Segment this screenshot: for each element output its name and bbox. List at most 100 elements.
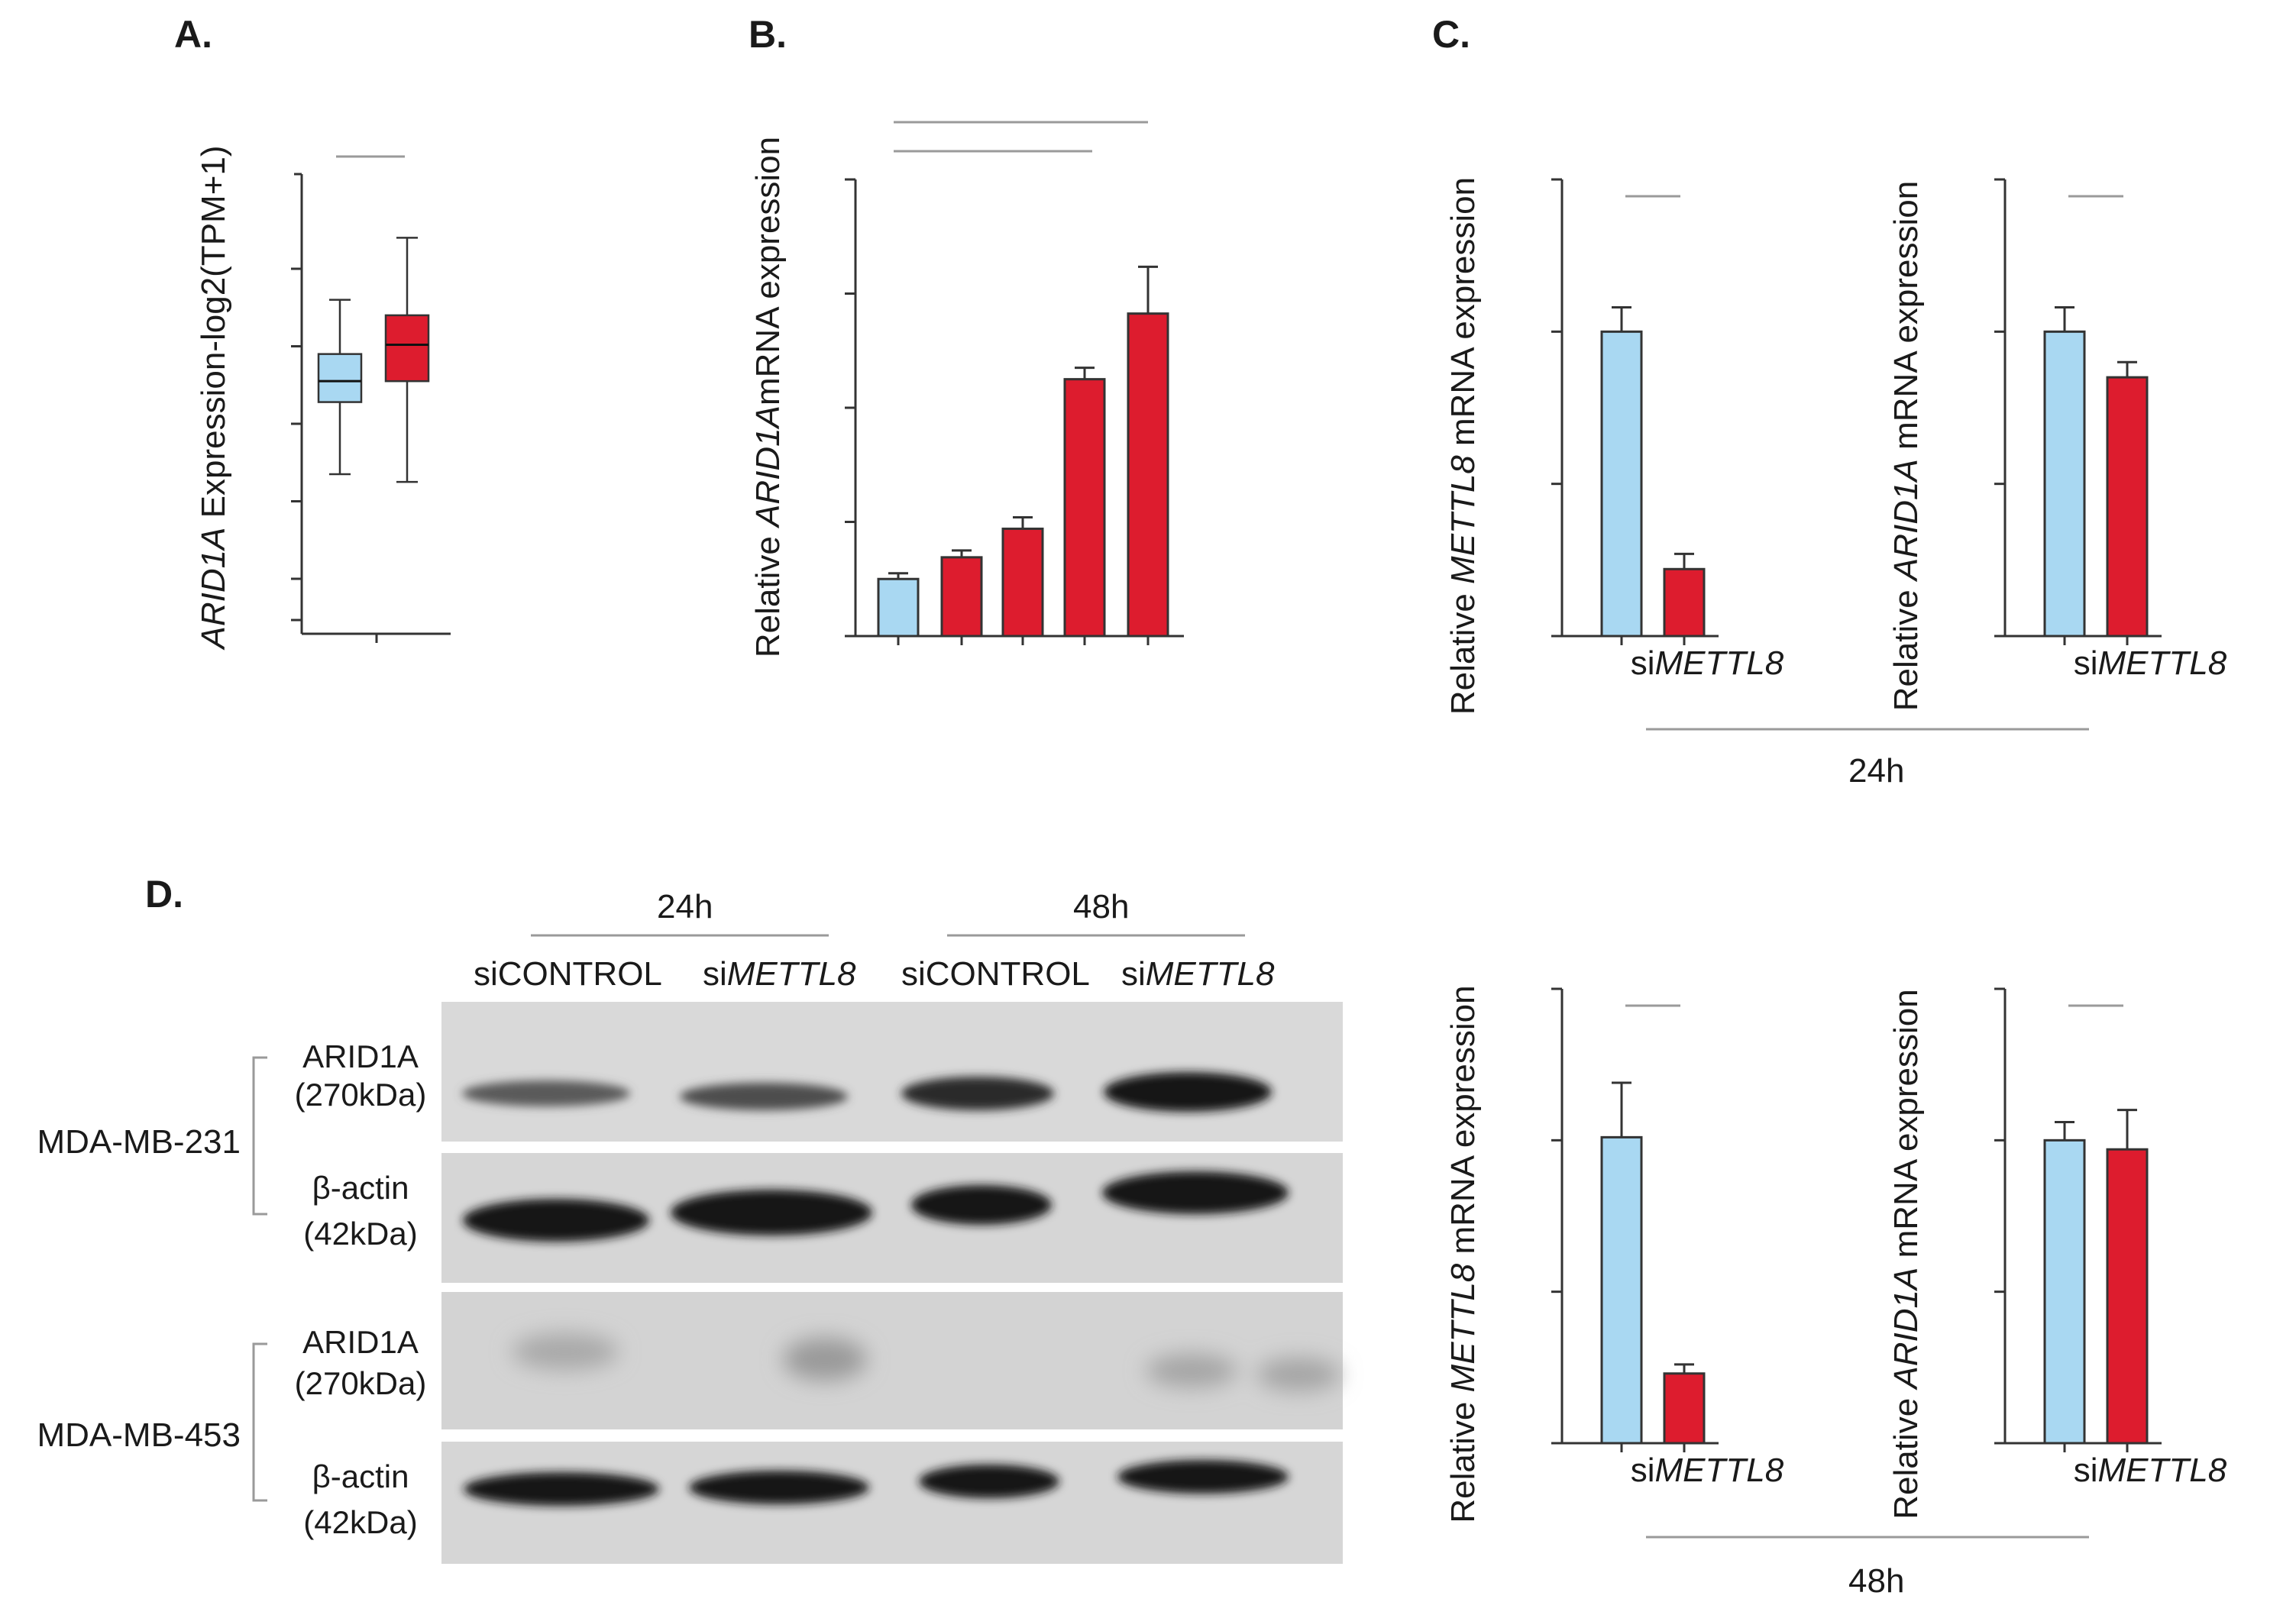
bar (1063, 378, 1106, 638)
bar (940, 556, 983, 638)
y-axis-title-italic: ARID1A (749, 405, 787, 529)
band-231-actin-lane3 (911, 1185, 1052, 1225)
y-axis-title-italic: ARID1A (1887, 459, 1925, 583)
y-axis-title-post: mRNA expression (1444, 985, 1482, 1263)
y-axis-title-rest: Expression-log2(TPM+1) (195, 145, 232, 527)
bar (1600, 330, 1643, 638)
y-axis-title: ARID1A Expression-log2(TPM+1) (195, 145, 232, 651)
cellline-bracket-231 (252, 1056, 267, 1216)
header-48h: 48h (1073, 888, 1129, 925)
band-231-actin-lane2 (671, 1190, 872, 1235)
bar (2106, 376, 2149, 638)
x-category-italic: METTL8 (2098, 1452, 2227, 1489)
cellline-bracket-453 (252, 1342, 267, 1502)
band-453-arid1a-lane1 (512, 1333, 619, 1370)
bar (2043, 1139, 2086, 1445)
x-category-prefix: si (2074, 644, 2098, 682)
panel-letter-d: D. (145, 873, 183, 916)
blot-strip-231-arid1a (441, 1002, 1343, 1142)
band-453-actin-lane3 (919, 1465, 1059, 1498)
y-axis-title-pre: Relative (749, 527, 787, 657)
band-231-arid1a-lane2 (680, 1083, 848, 1110)
panel-letter-c: C. (1432, 13, 1470, 56)
cellline-label-453: MDA-MB-453 (37, 1416, 241, 1454)
y-axis-title-italic: METTL8 (1444, 455, 1482, 584)
band-231-arid1a-lane1 (462, 1080, 630, 1106)
time-bracket-48h: 48h (1646, 1536, 2089, 1600)
band-231-arid1a-lane3 (901, 1077, 1054, 1110)
bar (1127, 312, 1169, 638)
y-axis-title: Relative ARID1AmRNA expression (749, 137, 787, 657)
label-231-actin-size: (42kDa) (303, 1216, 417, 1252)
time-label-48h: 48h (1848, 1562, 1904, 1600)
label-453-arid1a-name: ARID1A (302, 1324, 419, 1360)
panel-letter-b: B. (749, 13, 787, 56)
panel-c-48h-arid1a-chart: Relative ARID1A mRNA expression siMETTL8 (1887, 987, 2227, 1520)
band-231-arid1a-lane4 (1104, 1072, 1272, 1112)
lane-label-1: siCONTROL (474, 955, 662, 993)
bar (2106, 1148, 2149, 1445)
panel-d-western-blot: 24h 48h siCONTROL siMETTL8 siCONTROL siM… (37, 888, 1343, 1564)
bar (1663, 1372, 1706, 1445)
x-category-label: siMETTL8 (2074, 644, 2227, 682)
box-hbc (384, 314, 430, 383)
x-category-italic: METTL8 (2098, 644, 2227, 682)
panel-b-barchart: Relative ARID1AmRNA expression (749, 121, 1184, 657)
y-axis-title: Relative ARID1A mRNA expression (1887, 181, 1925, 712)
x-category-prefix: si (1631, 1452, 1655, 1489)
label-231-arid1a-size: (270kDa) (295, 1077, 427, 1113)
band-453-arid1a-lane2 (783, 1338, 867, 1381)
label-453-actin-name: β-actin (312, 1458, 409, 1494)
label-453-arid1a-size: (270kDa) (295, 1365, 427, 1401)
bar (1001, 527, 1044, 638)
x-category-label: siMETTL8 (2074, 1452, 2227, 1489)
time-label-24h: 24h (1848, 752, 1904, 790)
panel-letter-a: A. (174, 13, 212, 56)
y-axis-title-pre: Relative (1887, 1389, 1925, 1520)
x-category-italic: METTL8 (1655, 1452, 1784, 1489)
band-453-arid1a-lane4 (1146, 1354, 1237, 1387)
band-453-actin-lane2 (689, 1471, 869, 1504)
lane-label-2: siMETTL8 (703, 955, 856, 993)
y-axis-title-post: mRNA expression (1887, 181, 1925, 459)
y-axis-title: Relative METTL8 mRNA expression (1444, 985, 1482, 1523)
label-231-actin-name: β-actin (312, 1170, 409, 1206)
label-453-actin-size: (42kDa) (303, 1504, 417, 1540)
x-category-prefix: si (2074, 1452, 2098, 1489)
y-axis-title-pre: Relative (1444, 1392, 1482, 1523)
y-axis-title-italic: ARID1A (1887, 1268, 1925, 1391)
bar (877, 577, 920, 638)
band-453-actin-lane4 (1117, 1460, 1289, 1494)
header-24h: 24h (657, 888, 713, 925)
box-normal (317, 353, 363, 403)
band-231-actin-lane4 (1102, 1171, 1289, 1214)
x-category-prefix: si (1631, 644, 1655, 682)
band-453-actin-lane1 (464, 1472, 659, 1506)
label-231-arid1a-name: ARID1A (302, 1038, 419, 1074)
cellline-label-231: MDA-MB-231 (37, 1123, 241, 1161)
time-bracket-24h: 24h (1646, 728, 2089, 790)
y-axis-title-italic: METTL8 (1444, 1263, 1482, 1392)
x-category-label: siMETTL8 (1631, 644, 1784, 682)
lane-label-3: siCONTROL (901, 955, 1090, 993)
y-axis-title-italic: ARID1A (195, 528, 232, 651)
x-category-italic: METTL8 (1655, 644, 1784, 682)
y-axis-title-post: mRNA expression (1444, 177, 1482, 455)
bar (1663, 567, 1706, 638)
y-axis-title: Relative ARID1A mRNA expression (1887, 989, 1925, 1520)
lane-label-4: siMETTL8 (1121, 955, 1275, 993)
panel-a-boxplot: ARID1A Expression-log2(TPM+1) (195, 145, 451, 651)
panel-c-24h-arid1a-chart: Relative ARID1A mRNA expression siMETTL8 (1887, 178, 2227, 712)
band-453-arid1a-lane4b (1256, 1358, 1340, 1391)
y-axis-title-post: mRNA expression (1887, 989, 1925, 1267)
y-axis-title: Relative METTL8 mRNA expression (1444, 177, 1482, 715)
band-231-actin-lane1 (463, 1199, 649, 1242)
x-category-label: siMETTL8 (1631, 1452, 1784, 1489)
bar (2043, 330, 2086, 638)
bar (1600, 1135, 1643, 1445)
y-axis-title-post: mRNA expression (749, 137, 787, 405)
y-axis-title-pre: Relative (1887, 580, 1925, 711)
